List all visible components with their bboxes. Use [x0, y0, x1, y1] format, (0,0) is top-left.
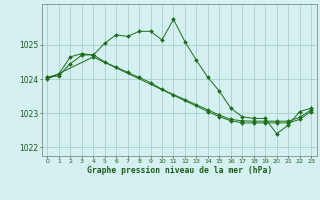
X-axis label: Graphe pression niveau de la mer (hPa): Graphe pression niveau de la mer (hPa) — [87, 166, 272, 175]
